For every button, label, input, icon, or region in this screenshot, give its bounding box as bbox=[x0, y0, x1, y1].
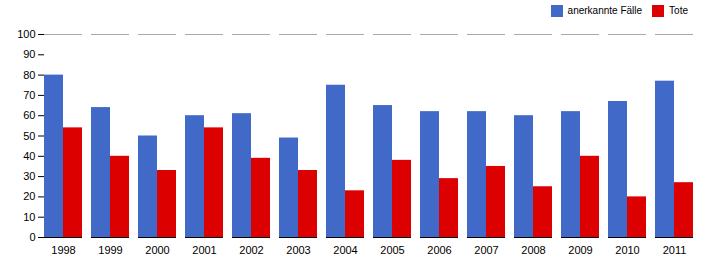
svg-text:60: 60 bbox=[23, 109, 35, 121]
svg-text:1999: 1999 bbox=[98, 244, 122, 256]
svg-text:2009: 2009 bbox=[568, 244, 592, 256]
svg-text:2010: 2010 bbox=[615, 244, 639, 256]
svg-text:100: 100 bbox=[17, 28, 35, 40]
svg-text:2007: 2007 bbox=[474, 244, 498, 256]
svg-text:50: 50 bbox=[23, 130, 35, 142]
svg-text:80: 80 bbox=[23, 69, 35, 81]
html-text:anerkannte Fälle: anerkannte Fälle bbox=[567, 5, 643, 16]
svg-text:0: 0 bbox=[29, 231, 35, 243]
svg-text:70: 70 bbox=[23, 89, 35, 101]
svg-text:40: 40 bbox=[23, 150, 35, 162]
svg-text:2003: 2003 bbox=[286, 244, 310, 256]
html-text:Tote: Tote bbox=[669, 5, 688, 16]
svg-text:1998: 1998 bbox=[51, 244, 75, 256]
svg-text:10: 10 bbox=[23, 211, 35, 223]
svg-text:2006: 2006 bbox=[427, 244, 451, 256]
svg-text:2001: 2001 bbox=[192, 244, 216, 256]
svg-text:90: 90 bbox=[23, 48, 35, 60]
svg-text:30: 30 bbox=[23, 170, 35, 182]
svg-text:2000: 2000 bbox=[145, 244, 169, 256]
svg-text:2005: 2005 bbox=[380, 244, 404, 256]
svg-text:2011: 2011 bbox=[663, 244, 687, 256]
svg-text:20: 20 bbox=[23, 190, 35, 202]
svg-text:2002: 2002 bbox=[239, 244, 263, 256]
svg-text:2004: 2004 bbox=[333, 244, 357, 256]
svg-text:2008: 2008 bbox=[521, 244, 545, 256]
